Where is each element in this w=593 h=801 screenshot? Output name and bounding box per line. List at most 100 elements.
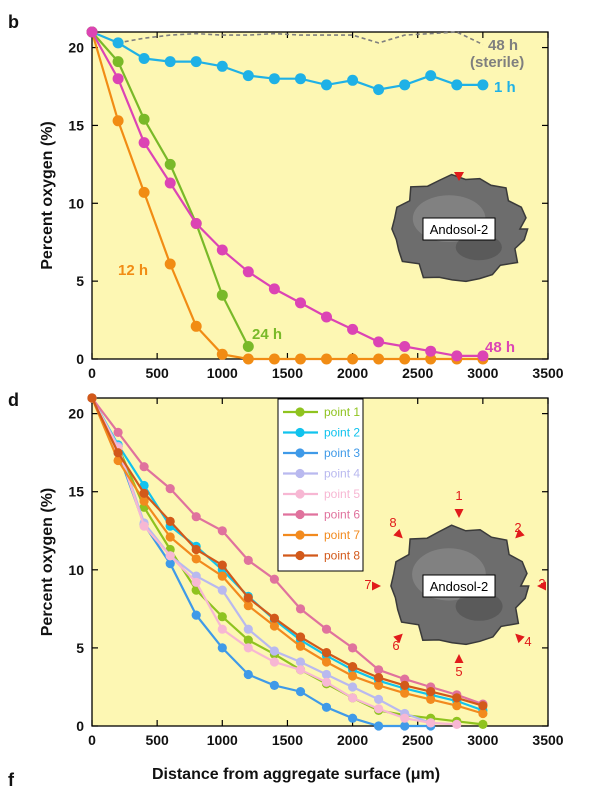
aggregate-label-box	[422, 574, 496, 598]
data-point	[347, 353, 359, 365]
data-point	[321, 677, 332, 687]
data-point	[242, 266, 254, 278]
legend-entry: point 4	[324, 467, 360, 481]
data-point	[321, 624, 332, 634]
data-point	[347, 323, 359, 335]
data-point	[374, 694, 384, 705]
data-point	[399, 353, 411, 365]
direction-label: 6	[392, 638, 399, 653]
direction-label: 1	[455, 488, 462, 503]
data-point	[164, 177, 176, 189]
direction-arrow	[454, 509, 464, 518]
data-point	[268, 353, 280, 365]
series-line-point-6	[91, 397, 484, 706]
legend-box	[277, 398, 364, 572]
data-point	[165, 559, 175, 569]
y-tick-label: 5	[76, 273, 84, 289]
aggregate-illustration: Andosol-2	[391, 173, 529, 283]
data-point	[87, 393, 97, 403]
x-tick-label: 1500	[272, 732, 303, 748]
legend: point 1 point 2 point 3 point 4 point 5 point…	[277, 398, 364, 572]
data-point	[243, 593, 253, 603]
legend-entry: point 2	[324, 426, 360, 440]
data-point	[165, 484, 175, 494]
data-point	[348, 713, 358, 723]
data-point	[113, 427, 123, 437]
data-point	[217, 612, 227, 622]
x-tick-label: 3000	[467, 732, 498, 748]
data-point	[216, 289, 228, 301]
data-point	[374, 721, 384, 731]
data-point	[191, 610, 201, 620]
data-point	[451, 350, 463, 362]
series-line-point-4	[91, 397, 432, 724]
data-point	[112, 73, 124, 85]
data-point	[268, 73, 280, 85]
x-tick-label: 500	[145, 365, 169, 381]
x-tick-label: 0	[88, 365, 96, 381]
data-point	[348, 682, 358, 692]
y-tick-label: 15	[68, 117, 84, 133]
panel-d-letter: d	[8, 390, 19, 410]
data-point	[451, 79, 463, 91]
data-point	[190, 56, 202, 68]
direction-arrow	[454, 172, 464, 181]
direction-arrow	[393, 528, 403, 539]
data-point	[425, 345, 437, 357]
x-tick-label: 3500	[532, 732, 563, 748]
direction-arrow	[454, 654, 464, 663]
data-point	[348, 662, 358, 672]
data-point	[374, 680, 384, 691]
legend-swatch-marker	[295, 550, 305, 561]
direction-label: 8	[389, 515, 396, 530]
aggregate-shadow	[455, 234, 502, 261]
data-point	[373, 84, 385, 96]
data-point	[373, 336, 385, 348]
data-point	[295, 641, 306, 651]
direction-arrow	[372, 581, 381, 591]
direction-label: 7	[364, 577, 371, 592]
legend-swatch-marker	[295, 448, 305, 458]
direction-arrow	[537, 581, 546, 591]
direction-arrow	[515, 528, 525, 539]
data-point	[348, 693, 358, 703]
data-point	[164, 258, 176, 270]
series-label: 48 h	[488, 37, 518, 54]
y-axis-label: Percent oxygen (%)	[39, 488, 56, 636]
data-point	[217, 526, 227, 536]
data-point	[321, 657, 332, 667]
direction-label: 2	[514, 520, 521, 535]
data-point	[269, 680, 279, 691]
direction-label: 4	[524, 634, 531, 649]
data-point	[477, 350, 489, 362]
data-point	[347, 74, 359, 86]
data-point	[321, 669, 332, 680]
y-tick-label: 0	[76, 351, 84, 367]
data-point	[112, 115, 124, 127]
data-point	[217, 624, 227, 634]
legend-entry: point 6	[324, 508, 360, 522]
data-point	[295, 632, 306, 642]
data-point	[425, 353, 437, 365]
aggregate-illustration: Andosol-2	[390, 524, 530, 646]
series-label: 12 h	[118, 262, 148, 279]
data-point	[269, 613, 279, 623]
data-point	[138, 186, 150, 198]
x-tick-label: 2000	[337, 732, 368, 748]
data-point	[243, 635, 253, 645]
data-point	[295, 297, 306, 309]
data-point	[478, 701, 488, 711]
data-point	[165, 551, 175, 561]
data-point	[400, 680, 410, 691]
data-point	[165, 532, 175, 542]
series-label: 48 h	[485, 339, 515, 356]
legend-entry: point 3	[324, 446, 360, 460]
data-point	[112, 56, 124, 68]
data-point	[138, 137, 150, 149]
data-point	[426, 694, 436, 705]
data-point	[321, 648, 332, 658]
chart-panel-d: 0 500 1000 1500 2000 2500 3000 350005101520Perc…	[39, 393, 564, 783]
series-line-48-h	[91, 31, 483, 357]
data-point	[321, 353, 332, 365]
data-point	[243, 555, 253, 566]
